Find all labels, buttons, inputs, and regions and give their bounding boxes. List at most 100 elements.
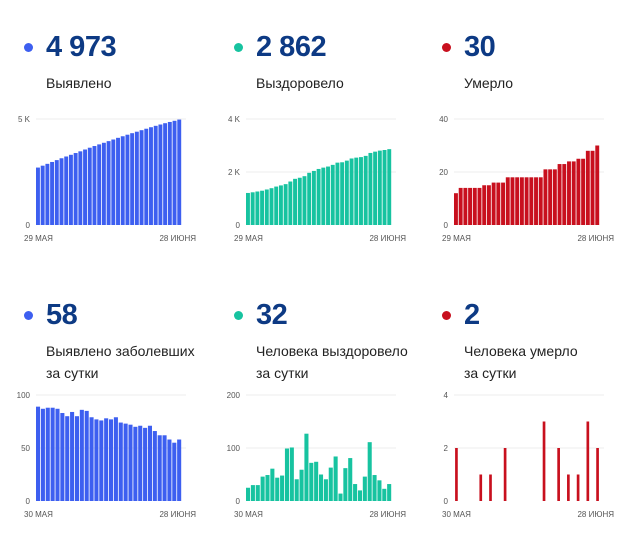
- bar: [40, 165, 45, 225]
- bar: [97, 144, 102, 225]
- label-line-2: за сутки: [464, 365, 517, 381]
- bar: [36, 406, 41, 501]
- y-tick-label: 4: [444, 391, 449, 400]
- bar: [316, 168, 321, 225]
- bar: [319, 474, 324, 501]
- bar: [534, 177, 538, 225]
- bar: [562, 164, 567, 225]
- bar: [529, 177, 534, 225]
- bar: [153, 125, 158, 225]
- y-tick-label: 20: [439, 168, 448, 177]
- bar: [87, 147, 92, 225]
- bar: [340, 162, 345, 225]
- bar: [458, 187, 463, 225]
- label-line-1: Выявлено: [46, 75, 112, 91]
- bar: [330, 164, 335, 225]
- bar: [515, 177, 520, 225]
- stat-row: 2: [418, 298, 480, 332]
- recovered-daily-label: Человека выздоровело за сутки: [256, 340, 408, 384]
- bar: [101, 142, 106, 225]
- bar: [354, 157, 359, 225]
- y-tick-label: 0: [444, 221, 449, 230]
- y-tick-label: 200: [227, 391, 241, 400]
- bar: [479, 474, 483, 501]
- bar: [157, 435, 162, 501]
- bar: [357, 490, 362, 501]
- y-tick-label: 100: [17, 391, 31, 400]
- x-label-start: 29 МАЯ: [24, 234, 53, 243]
- bar: [362, 476, 367, 501]
- bar: [45, 407, 50, 501]
- bar: [50, 407, 55, 501]
- bar: [590, 150, 595, 225]
- bar: [116, 137, 120, 225]
- stat-row: 30: [418, 30, 496, 64]
- chart-recovered-daily: 0 100 200 30 МАЯ 28 ИЮНЯ: [227, 391, 407, 519]
- bar: [387, 149, 392, 225]
- bar: [79, 409, 84, 501]
- bar: [571, 161, 576, 225]
- bar: [349, 158, 354, 225]
- bar: [367, 442, 372, 501]
- bar: [519, 177, 524, 225]
- bar: [275, 477, 280, 501]
- bar: [269, 188, 274, 225]
- y-tick-label: 40: [439, 115, 448, 124]
- bar: [314, 461, 319, 501]
- bar: [172, 120, 177, 225]
- bar: [123, 423, 128, 501]
- cases-daily-label: Выявлено заболевших за сутки: [46, 340, 195, 384]
- stat-row: 32: [210, 298, 288, 332]
- bar: [326, 166, 330, 225]
- bar: [162, 435, 167, 501]
- bar: [567, 161, 571, 225]
- bar: [552, 169, 557, 225]
- bar: [99, 420, 104, 501]
- bar: [74, 416, 79, 501]
- bar: [542, 421, 546, 501]
- bar: [40, 408, 45, 501]
- y-tick-label: 100: [227, 444, 241, 453]
- bar: [54, 160, 59, 225]
- card-recovered-daily: 32 Человека выздоровело за сутки 0 100 200…: [210, 268, 420, 533]
- bar: [338, 493, 343, 501]
- bar: [118, 422, 123, 501]
- bar: [260, 190, 265, 225]
- chart-cases-daily: 0 50 100 30 МАЯ 28 ИЮНЯ: [17, 391, 197, 519]
- bar: [84, 410, 89, 501]
- deaths-total-label: Умерло: [464, 72, 513, 94]
- recovered-total-label: Выздоровело: [256, 72, 344, 94]
- bar: [284, 448, 289, 501]
- bar: [543, 169, 548, 225]
- label-line-1: Умерло: [464, 75, 514, 91]
- chart-recovered-total: 0 2 K 4 K 29 МАЯ 28 ИЮНЯ: [228, 115, 406, 243]
- bar: [576, 474, 580, 501]
- bar: [246, 487, 251, 501]
- bar: [377, 150, 382, 225]
- x-label-end: 28 ИЮНЯ: [369, 234, 406, 243]
- bar: [143, 427, 148, 501]
- bar: [510, 177, 515, 225]
- card-recovered-total: 2 862 Выздоровело 0 2 K 4 K 29 МАЯ 28 ИЮНЯ: [210, 0, 420, 265]
- bar: [265, 475, 270, 501]
- bar: [158, 124, 163, 225]
- bar: [270, 468, 275, 501]
- bar: [304, 433, 309, 501]
- bar: [524, 177, 529, 225]
- bar: [557, 164, 562, 225]
- recovered-daily-dot-icon: [234, 310, 243, 320]
- bar: [120, 136, 125, 225]
- label-line-2: за сутки: [46, 365, 99, 381]
- bar: [503, 448, 507, 501]
- x-label-end: 28 ИЮНЯ: [369, 510, 406, 519]
- bar: [382, 150, 387, 225]
- bar: [486, 185, 491, 225]
- bar: [278, 185, 283, 225]
- bar: [288, 181, 293, 225]
- bar: [147, 425, 152, 501]
- y-tick-label: 0: [444, 497, 449, 506]
- bar: [333, 456, 338, 501]
- bar: [472, 187, 477, 225]
- bar: [455, 448, 458, 501]
- cases-total-value: 4 973: [46, 31, 117, 63]
